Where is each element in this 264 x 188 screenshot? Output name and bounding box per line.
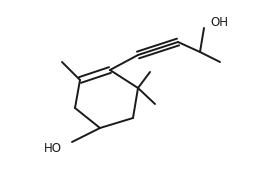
Text: HO: HO (44, 142, 62, 155)
Text: OH: OH (210, 15, 228, 29)
